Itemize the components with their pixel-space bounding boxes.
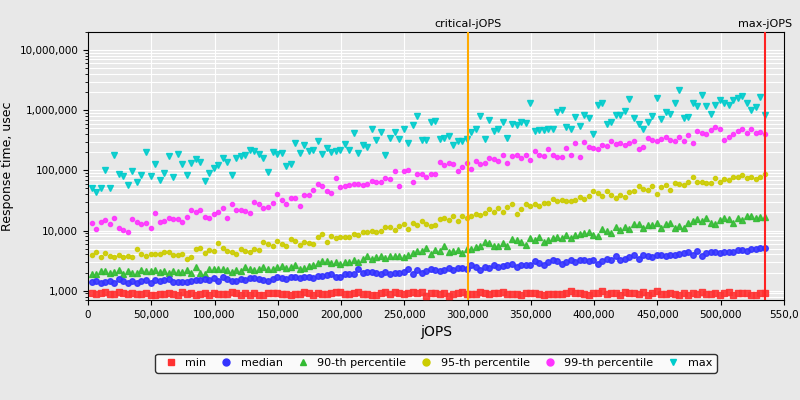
Text: max-jOPS: max-jOPS <box>738 19 792 29</box>
Text: critical-jOPS: critical-jOPS <box>434 19 502 29</box>
Legend: min, median, 90-th percentile, 95-th percentile, 99-th percentile, max: min, median, 90-th percentile, 95-th per… <box>155 354 717 373</box>
Y-axis label: Response time, usec: Response time, usec <box>1 101 14 231</box>
X-axis label: jOPS: jOPS <box>420 325 452 339</box>
